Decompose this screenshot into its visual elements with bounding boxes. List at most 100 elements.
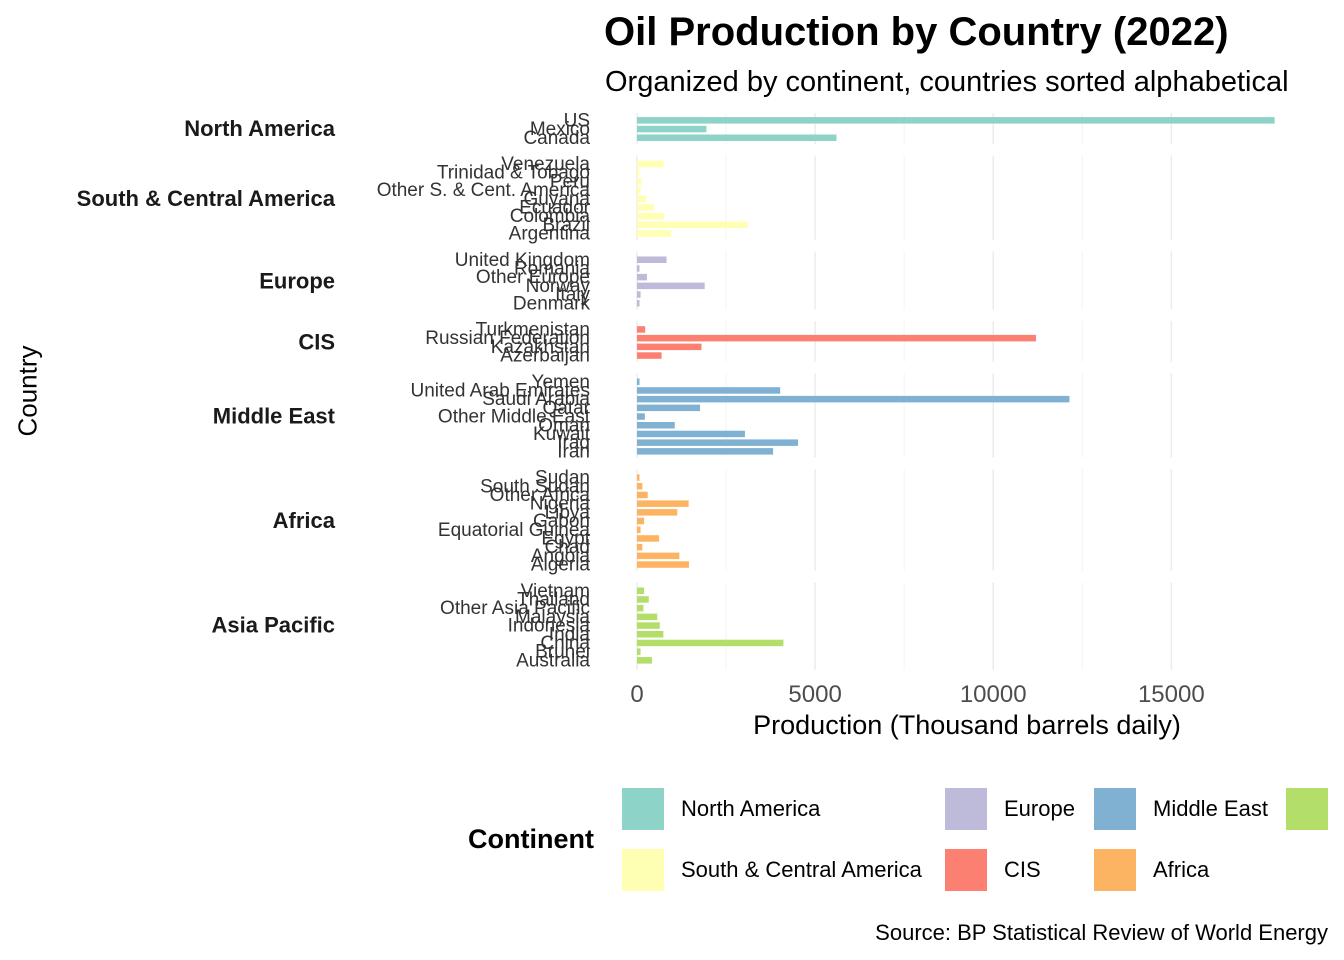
- country-label: Azerbaijan: [500, 346, 590, 367]
- bar: [637, 256, 667, 263]
- bar: [637, 117, 1275, 124]
- panel-gap: [627, 239, 1306, 252]
- country-label: Vietnam: [521, 581, 590, 602]
- group-label: CIS: [298, 330, 335, 355]
- bar: [637, 561, 690, 568]
- group-label: South & Central America: [77, 186, 336, 211]
- country-label: Gabon: [533, 511, 590, 532]
- bar: [637, 517, 645, 525]
- country-label: Turkmenistan: [476, 319, 590, 340]
- bar: [637, 622, 660, 629]
- bar: [637, 509, 678, 516]
- x-axis: 0 5000 10000 15000: [630, 681, 1204, 708]
- bar: [637, 483, 643, 490]
- bar: [637, 273, 647, 281]
- group-label: North America: [184, 116, 336, 141]
- x-tick-label: 15000: [1138, 681, 1205, 708]
- panel-gap: [627, 144, 1306, 156]
- x-tick-label: 0: [630, 681, 643, 708]
- country-label: Guyana: [523, 189, 590, 210]
- bar: [637, 134, 837, 141]
- legend-title: Continent: [468, 824, 594, 854]
- group-label: Asia Pacific: [211, 613, 335, 638]
- bar: [637, 439, 799, 446]
- country-label: Egypt: [541, 528, 590, 549]
- bar: [637, 474, 640, 481]
- x-tick-label: 10000: [960, 681, 1027, 708]
- country-label: Yemen: [532, 372, 590, 393]
- chart-title: Oil Production by Country (2022): [604, 10, 1229, 54]
- bar: [637, 230, 672, 237]
- bar: [637, 282, 705, 290]
- country-label: Australia: [516, 650, 590, 671]
- country-label: Other S. & Cent. America: [377, 180, 591, 201]
- bar: [637, 631, 664, 638]
- country-label: Italy: [555, 285, 590, 306]
- country-label: Venezuela: [501, 154, 590, 175]
- country-label: Peru: [550, 171, 590, 192]
- bar: [637, 265, 640, 272]
- panel-gap: [627, 309, 1306, 322]
- country-label: Iran: [557, 441, 590, 462]
- country-label: Other Asia Pacific: [440, 598, 590, 619]
- country-label: China: [540, 633, 590, 654]
- bar: [637, 543, 643, 551]
- bar: [637, 500, 689, 507]
- bar: [637, 639, 784, 647]
- bar: [637, 387, 781, 394]
- country-label: Malaysia: [515, 607, 590, 628]
- bar: [637, 604, 644, 612]
- country-label: Thailand: [517, 589, 590, 610]
- bar: [637, 291, 641, 298]
- bar: [637, 178, 642, 185]
- bar: [637, 343, 702, 351]
- country-label: United Kingdom: [455, 250, 590, 271]
- country-label: Angola: [531, 546, 591, 567]
- bar: [637, 212, 665, 220]
- country-label: Nigeria: [530, 494, 591, 515]
- country-label: Other Africa: [490, 485, 591, 506]
- country-label: Other Europe: [476, 267, 590, 288]
- bar: [637, 413, 645, 420]
- country-label: Argentina: [509, 224, 591, 245]
- country-label: Other Middle East: [438, 407, 591, 428]
- bar: [637, 326, 646, 333]
- country-label: Mexico: [530, 119, 590, 140]
- bar: [637, 186, 641, 194]
- x-axis-label: Production (Thousand barrels daily): [753, 710, 1181, 740]
- country-label: Libya: [545, 502, 591, 523]
- chart-subtitle: Organized by continent, countries sorted…: [605, 66, 1289, 98]
- group-label: Middle East: [213, 404, 336, 429]
- country-label: India: [549, 624, 591, 645]
- bar: [637, 526, 641, 533]
- country-label: US: [564, 110, 590, 131]
- bar: [637, 596, 649, 603]
- bar: [637, 300, 640, 307]
- country-label: Canada: [523, 128, 590, 149]
- bar: [637, 334, 1036, 342]
- bar: [637, 491, 648, 499]
- bar: [637, 125, 707, 133]
- group-label: Africa: [273, 508, 336, 533]
- country-label: South Sudan: [480, 476, 590, 497]
- bar: [637, 430, 745, 438]
- bar: [637, 160, 664, 168]
- bar: [637, 648, 641, 655]
- group-label: Europe: [259, 269, 335, 294]
- panel-gap: [627, 570, 1306, 583]
- country-label: Ecuador: [519, 197, 590, 218]
- source-caption: Source: BP Statistical Review of World E…: [875, 920, 1328, 945]
- bar: [637, 352, 662, 359]
- country-label: Sudan: [535, 468, 590, 489]
- bar: [637, 221, 748, 229]
- bar: [637, 204, 655, 211]
- bar: [637, 657, 652, 664]
